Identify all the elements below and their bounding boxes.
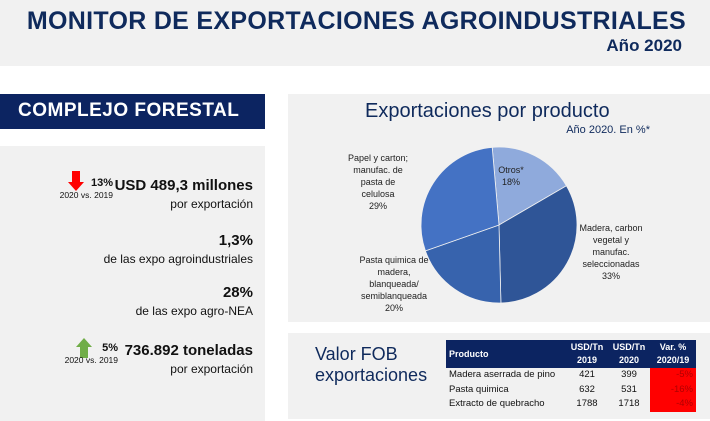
stat-value: 736.892 toneladas [124, 342, 253, 359]
fob-title: Valor FOB exportaciones [315, 344, 428, 385]
stat-tons: 736.892 toneladas por exportación [125, 342, 253, 376]
change-compare: 2020 vs. 2019 [64, 355, 118, 365]
chart-title: Exportaciones por producto [365, 100, 610, 122]
col-header: Var. % 2020/19 [650, 340, 696, 368]
stat-agroind-share: 1,3% de las expo agroindustriales [104, 232, 253, 266]
table-cell: Pasta quimica [449, 383, 509, 395]
header-band: MONITOR DE EXPORTACIONES AGROINDUSTRIALE… [0, 0, 710, 66]
col-header: USD/Tn 2019 [566, 340, 608, 368]
chart-subtitle: Año 2020. En %* [566, 124, 650, 136]
change-pct: 13% [90, 177, 113, 189]
table-cell: Madera aserrada de pino [449, 369, 556, 380]
stat-nea-share: 28% de las expo agro-NEA [136, 284, 253, 318]
table-row: Extracto de quebracho 1788 1718 -4% [446, 397, 696, 412]
table-cell: -4% [650, 397, 696, 412]
col-header: Producto [446, 340, 566, 368]
pie-slice [491, 146, 567, 226]
table-row: Madera aserrada de pino 421 399 -5% [446, 368, 696, 383]
pie-chart [420, 146, 578, 304]
table-cell: 421 [579, 369, 595, 380]
table-cell: 399 [621, 369, 637, 380]
stat-value: 28% [222, 284, 253, 301]
change-volume: 5% 2020 vs. 2019 [60, 342, 118, 365]
stat-label: de las expo agro-NEA [135, 304, 253, 318]
change-value-usd: 13% 2020 vs. 2019 [58, 177, 113, 200]
fob-table: Producto USD/Tn 2019 USD/Tn 2020 Var. % … [446, 340, 696, 412]
table-cell: -16% [650, 382, 696, 397]
section-title: COMPLEJO FORESTAL [0, 94, 265, 129]
arrow-down-icon [68, 171, 84, 191]
table-row: Pasta quimica 632 531 -16% [446, 382, 696, 397]
table-cell: Extracto de quebracho [449, 398, 545, 409]
stat-label: por exportación [170, 362, 253, 376]
stats-panel: 13% 2020 vs. 2019 USD 489,3 millones por e… [0, 146, 265, 421]
pie-chart-panel: Exportaciones por producto Año 2020. En … [288, 94, 710, 322]
change-compare: 2020 vs. 2019 [59, 190, 113, 200]
stat-usd: USD 489,3 millones por exportación [115, 177, 253, 211]
slice-label-otros: Otros* 18% [498, 165, 524, 187]
table-cell: 531 [621, 383, 637, 395]
stat-label: de las expo agroindustriales [103, 252, 253, 266]
slice-label-papel: Papel y carton; manufac. de pasta de cel… [347, 153, 409, 211]
pie-slice [420, 146, 500, 252]
arrow-up-icon [76, 338, 92, 358]
stat-label: por exportación [170, 197, 253, 211]
fob-panel: Valor FOB exportaciones Producto USD/Tn … [288, 333, 710, 419]
slice-label-madera: Madera, carbon vegetal y manufac. selecc… [579, 223, 643, 281]
stat-value: 1,3% [218, 232, 253, 249]
col-header: USD/Tn 2020 [608, 340, 650, 368]
table-cell: 1788 [576, 398, 598, 409]
change-pct: 5% [102, 342, 118, 354]
pie-slice [498, 185, 578, 304]
slice-label-pasta: Pasta quimica de madera, blanqueada/ sem… [359, 255, 429, 313]
table-cell: 632 [579, 383, 595, 395]
table-cell: -5% [650, 368, 696, 383]
page-year: Año 2020 [606, 36, 682, 55]
page-title: MONITOR DE EXPORTACIONES AGROINDUSTRIALE… [26, 7, 686, 35]
stat-value: USD 489,3 millones [114, 177, 253, 194]
table-cell: 1718 [618, 398, 640, 409]
